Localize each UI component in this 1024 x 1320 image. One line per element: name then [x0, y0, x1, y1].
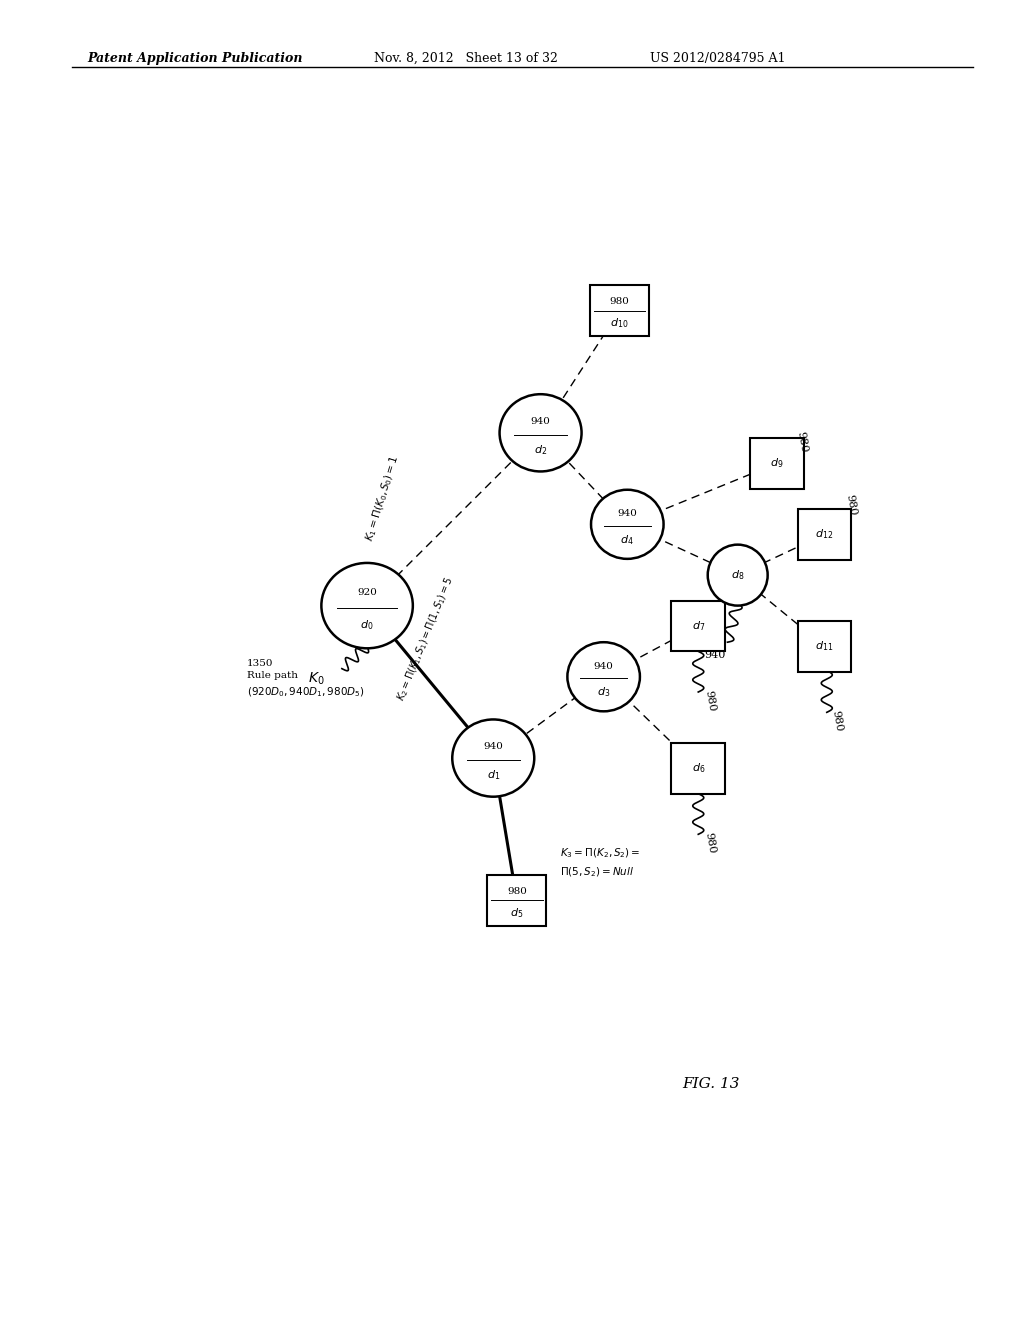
Text: $d_{7}$: $d_{7}$ — [691, 619, 705, 632]
Text: $d_{11}$: $d_{11}$ — [815, 639, 834, 653]
Text: Patent Application Publication: Patent Application Publication — [87, 53, 302, 65]
Text: 980: 980 — [796, 430, 809, 453]
Text: 940: 940 — [617, 510, 637, 519]
Ellipse shape — [591, 490, 664, 558]
Text: US 2012/0284795 A1: US 2012/0284795 A1 — [650, 53, 785, 65]
Text: $d_{6}$: $d_{6}$ — [691, 762, 705, 775]
FancyBboxPatch shape — [487, 875, 547, 925]
Text: $K_1 = \Pi(K_0, S_0)= 1$: $K_1 = \Pi(K_0, S_0)= 1$ — [364, 454, 402, 544]
Text: FIG. 13: FIG. 13 — [682, 1077, 740, 1092]
Text: $d_{8}$: $d_{8}$ — [731, 568, 744, 582]
FancyBboxPatch shape — [798, 510, 851, 560]
Text: $d_{1}$: $d_{1}$ — [486, 768, 500, 783]
Text: $d_{0}$: $d_{0}$ — [360, 618, 374, 632]
Text: 1350
Rule path
$(920D_0, 940D_1, 980D_5)$: 1350 Rule path $(920D_0, 940D_1, 980D_5)… — [247, 659, 366, 698]
Text: 980: 980 — [507, 887, 527, 896]
Text: $d_{12}$: $d_{12}$ — [815, 528, 834, 541]
Text: $d_{10}$: $d_{10}$ — [610, 317, 629, 330]
FancyBboxPatch shape — [590, 285, 649, 337]
FancyBboxPatch shape — [672, 743, 725, 793]
Text: $d_{4}$: $d_{4}$ — [621, 533, 634, 546]
Ellipse shape — [567, 643, 640, 711]
Text: $K_3 = \Pi(K_2, S_2) =$
$\Pi(5, S_2) = Null$: $K_3 = \Pi(K_2, S_2) =$ $\Pi(5, S_2) = N… — [560, 846, 641, 879]
Ellipse shape — [322, 562, 413, 648]
Text: 980: 980 — [844, 494, 858, 516]
Text: 980: 980 — [609, 297, 630, 306]
Text: 940: 940 — [703, 651, 725, 660]
Text: $d_{2}$: $d_{2}$ — [534, 444, 547, 457]
Text: $K_2 = \Pi(K_1, S_1){=}\Pi(1, S_1){=}5$: $K_2 = \Pi(K_1, S_1){=}\Pi(1, S_1){=}5$ — [394, 574, 457, 704]
Ellipse shape — [708, 545, 768, 606]
Text: $d_{9}$: $d_{9}$ — [770, 457, 783, 470]
Text: 980: 980 — [703, 832, 717, 854]
Text: 920: 920 — [357, 589, 377, 598]
Text: 940: 940 — [483, 742, 503, 751]
Text: 940: 940 — [530, 417, 551, 426]
FancyBboxPatch shape — [798, 620, 851, 672]
FancyBboxPatch shape — [672, 601, 725, 651]
Ellipse shape — [453, 719, 535, 797]
Text: 940: 940 — [594, 661, 613, 671]
Ellipse shape — [500, 395, 582, 471]
FancyBboxPatch shape — [751, 438, 804, 488]
Text: $d_{5}$: $d_{5}$ — [510, 906, 523, 920]
Text: $K_0$: $K_0$ — [308, 671, 325, 688]
Text: 980: 980 — [703, 689, 717, 713]
Text: $d_{3}$: $d_{3}$ — [597, 685, 610, 700]
Text: 980: 980 — [830, 710, 845, 733]
Text: Nov. 8, 2012   Sheet 13 of 32: Nov. 8, 2012 Sheet 13 of 32 — [374, 53, 558, 65]
